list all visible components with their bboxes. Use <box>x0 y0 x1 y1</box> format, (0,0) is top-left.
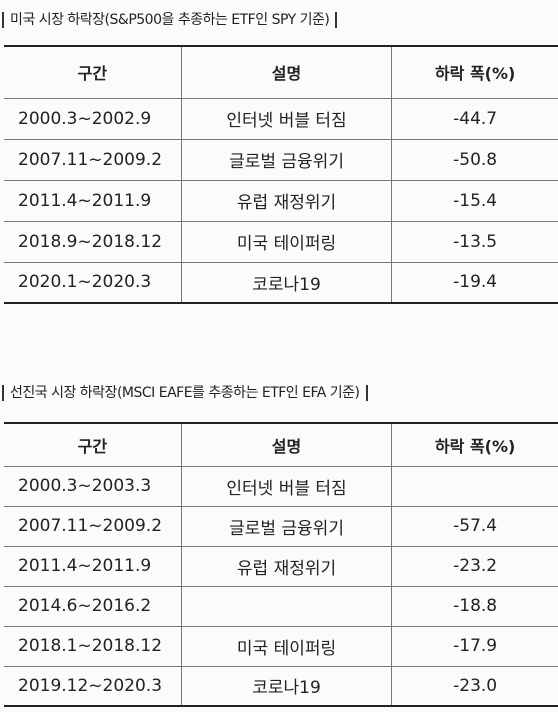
row: 2000.3~2003.3 인터넷 버블 터짐 <box>4 466 558 507</box>
section-title: 미국 시장 하락장(S&P500을 추종하는 ETF인 SPY 기준) <box>2 12 338 28</box>
cell: 글로벌 금융위기 <box>180 506 392 547</box>
cell <box>391 466 558 507</box>
header-cell: 설명 <box>180 423 392 467</box>
cell: -15.4 <box>391 180 558 222</box>
cell: 2020.1~2020.3 <box>4 262 182 304</box>
cell: 미국 테이퍼링 <box>180 626 392 667</box>
cell: -19.4 <box>391 262 558 304</box>
cell: 2007.11~2009.2 <box>4 506 182 547</box>
cell: 인터넷 버블 터짐 <box>180 98 392 140</box>
cell: -18.8 <box>391 586 558 627</box>
header-cell: 설명 <box>180 46 392 99</box>
header-row: 구간 설명 하락 폭(%) <box>4 423 558 467</box>
cell: 2007.11~2009.2 <box>4 139 182 181</box>
row: 2018.1~2018.12 미국 테이퍼링 -17.9 <box>4 626 558 667</box>
header-cell: 구간 <box>4 423 182 467</box>
cell: 코로나19 <box>180 262 392 304</box>
section-title: 선진국 시장 하락장(MSCI EAFE를 추종하는 ETF인 EFA 기준) <box>2 385 368 401</box>
row: 2018.9~2018.12 미국 테이퍼링 -13.5 <box>4 221 558 263</box>
header-cell: 하락 폭(%) <box>391 46 558 99</box>
table-header: 구간 설명 하락 폭(%) <box>4 423 558 467</box>
header-cell: 하락 폭(%) <box>391 423 558 467</box>
table: 구간 설명 하락 폭(%) 2000.3~2002.9 인터넷 버블 터짐 -44.7 20… <box>4 45 558 304</box>
cell: 2000.3~2003.3 <box>4 466 182 507</box>
cell: -13.5 <box>391 221 558 263</box>
row: 2007.11~2009.2 글로벌 금융위기 -50.8 <box>4 139 558 181</box>
cell <box>180 586 392 627</box>
row: 2019.12~2020.3 코로나19 -23.0 <box>4 666 558 707</box>
cell: -17.9 <box>391 626 558 667</box>
cell: 2000.3~2002.9 <box>4 98 182 140</box>
cell: 2018.1~2018.12 <box>4 626 182 667</box>
row: 2014.6~2016.2 -18.8 <box>4 586 558 627</box>
table-header: 구간 설명 하락 폭(%) <box>4 46 558 99</box>
cell: 인터넷 버블 터짐 <box>180 466 392 507</box>
cell: -23.0 <box>391 666 558 707</box>
cell: 2014.6~2016.2 <box>4 586 182 627</box>
cell: 2011.4~2011.9 <box>4 546 182 587</box>
cell: 유럽 재정위기 <box>180 546 392 587</box>
row: 2011.4~2011.9 유럽 재정위기 -15.4 <box>4 180 558 222</box>
row: 2007.11~2009.2 글로벌 금융위기 -57.4 <box>4 506 558 547</box>
cell: 유럽 재정위기 <box>180 180 392 222</box>
cell: 2019.12~2020.3 <box>4 666 182 707</box>
cell: 미국 테이퍼링 <box>180 221 392 263</box>
table-body: 2000.3~2003.3 인터넷 버블 터짐 2007.11~2009.2 글로벌 … <box>4 466 558 707</box>
cell: 2018.9~2018.12 <box>4 221 182 263</box>
cell: -57.4 <box>391 506 558 547</box>
header-cell: 구간 <box>4 46 182 99</box>
cell: 글로벌 금융위기 <box>180 139 392 181</box>
row: 2000.3~2002.9 인터넷 버블 터짐 -44.7 <box>4 98 558 140</box>
cell: -44.7 <box>391 98 558 140</box>
row: 2011.4~2011.9 유럽 재정위기 -23.2 <box>4 546 558 587</box>
cell: -23.2 <box>391 546 558 587</box>
row: 2020.1~2020.3 코로나19 -19.4 <box>4 262 558 304</box>
table: 구간 설명 하락 폭(%) 2000.3~2003.3 인터넷 버블 터짐 2007.11… <box>4 422 558 707</box>
cell: 2011.4~2011.9 <box>4 180 182 222</box>
cell: -50.8 <box>391 139 558 181</box>
header-row: 구간 설명 하락 폭(%) <box>4 46 558 99</box>
table-body: 2000.3~2002.9 인터넷 버블 터짐 -44.7 2007.11~2009.… <box>4 98 558 304</box>
cell: 코로나19 <box>180 666 392 707</box>
